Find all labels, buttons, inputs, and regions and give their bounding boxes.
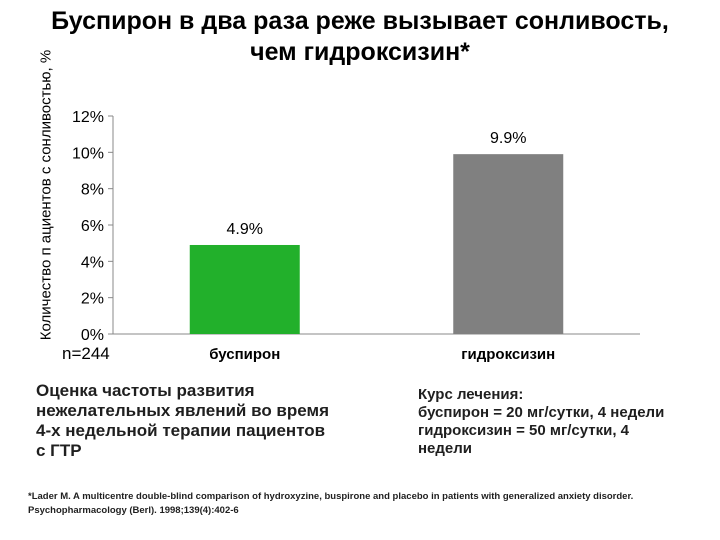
sample-size-note: n=244 xyxy=(62,344,110,363)
bar-1 xyxy=(189,244,300,334)
y-tick-label: 6% xyxy=(81,218,104,235)
data-label: 9.9% xyxy=(490,130,526,147)
chart-title: Буспирон в два раза реже вызывает сонлив… xyxy=(51,7,669,66)
treatment-course-text: Курс лечения: буспирон = 20 мг/сутки, 4 … xyxy=(418,386,665,457)
y-tick-label: 0% xyxy=(81,327,104,344)
assessment-text: Оценка частоты развития нежелательных яв… xyxy=(36,381,329,460)
y-tick-label: 8% xyxy=(81,182,104,199)
x-category-label: гидроксизин xyxy=(461,346,555,363)
y-tick-label: 12% xyxy=(72,109,104,126)
data-label: 4.9% xyxy=(227,221,263,238)
y-tick-label: 4% xyxy=(81,254,104,271)
reference-footnote: *Lader M. A multicentre double-blind com… xyxy=(28,491,634,516)
bar-2 xyxy=(453,154,564,334)
y-tick-label: 10% xyxy=(72,145,104,162)
x-category-label: буспирон xyxy=(209,346,280,363)
y-tick-label: 2% xyxy=(81,291,104,308)
